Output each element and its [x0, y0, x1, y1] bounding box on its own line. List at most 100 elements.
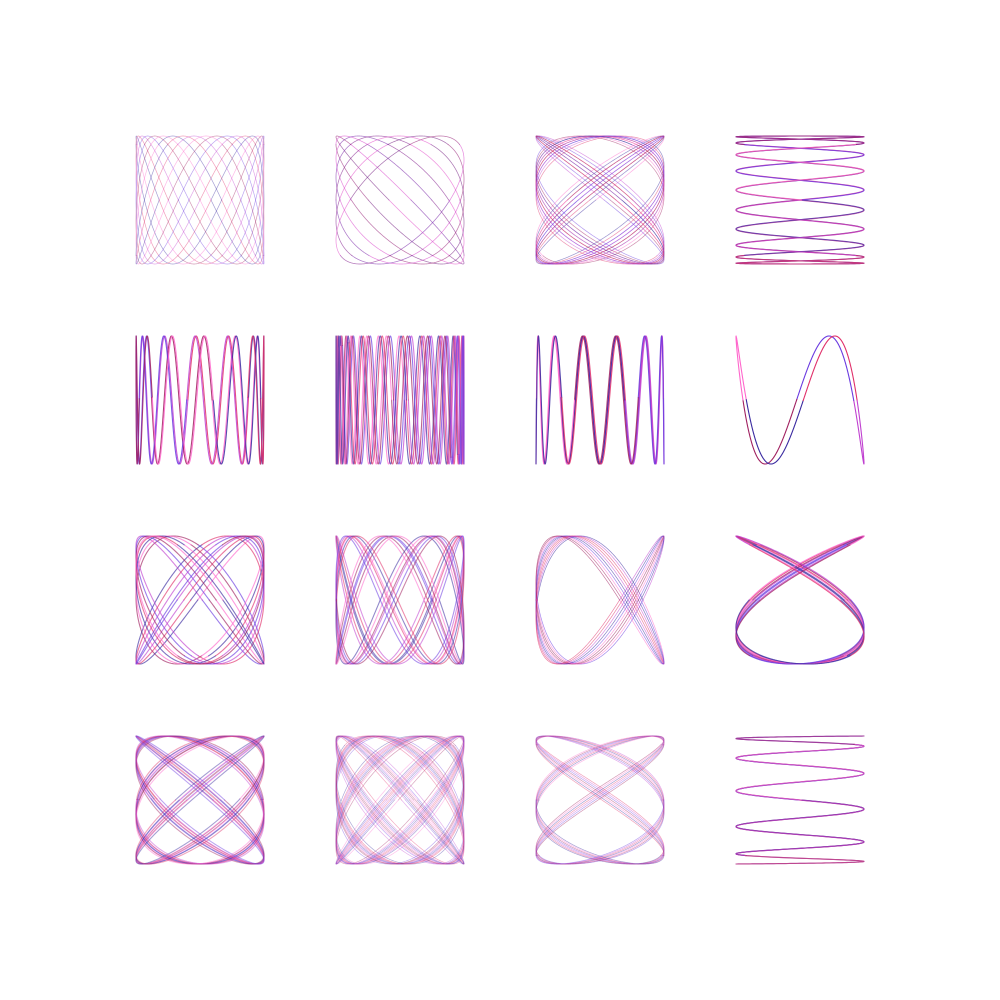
lissajous-curve-segment	[339, 135, 389, 145]
lissajous-curve-segment	[350, 199, 412, 256]
lissajous-curve-segment	[735, 799, 865, 856]
lissajous-curve-segment	[535, 744, 665, 856]
lissajous-curve-segment	[135, 735, 265, 865]
lissajous-curve-segment	[535, 535, 623, 601]
lissajous-curve-segment	[535, 744, 664, 856]
lissajous-curve-segment	[221, 144, 264, 256]
lissajous-curve-segment	[150, 335, 213, 465]
lissajous-tile	[735, 535, 865, 665]
lissajous-curve-segment	[335, 535, 465, 665]
lissajous-curve-segment	[409, 135, 461, 145]
lissajous-curve-segment	[135, 144, 168, 256]
lissajous-curve-segment	[336, 535, 465, 665]
lissajous-curve-segment	[335, 135, 368, 145]
lissajous-curve-segment	[536, 735, 665, 801]
lissajous-curve-segment	[735, 143, 865, 201]
lissajous-curve-segment	[535, 599, 629, 665]
lissajous-curve-segment	[135, 144, 152, 256]
lissajous-curve-segment	[135, 535, 203, 657]
lissajous-curve-segment	[448, 199, 465, 256]
lissajous-curve-segment	[248, 144, 265, 256]
lissajous-curve-segment	[432, 199, 465, 256]
lissajous-curve-segment	[335, 135, 352, 145]
lissajous-tile	[335, 535, 465, 665]
lissajous-curve-segment	[177, 135, 242, 201]
lissajous-curve-segment	[135, 735, 265, 865]
lissajous-curve-segment	[135, 735, 265, 865]
lissajous-curve-segment	[535, 735, 664, 801]
lissajous-curve-segment	[735, 599, 852, 665]
lissajous-curve-segment	[232, 144, 265, 256]
lissajous-curve-segment	[535, 144, 665, 265]
lissajous-curve-segment	[135, 144, 160, 256]
lissajous-curve-segment	[735, 144, 865, 201]
lissajous-curve-segment	[336, 535, 465, 665]
lissajous-curve-segment	[537, 735, 665, 801]
lissajous-curve-segment	[388, 199, 450, 256]
lissajous-curve-segment	[177, 535, 265, 665]
lissajous-curve-segment	[135, 735, 265, 865]
lissajous-tile	[335, 135, 465, 265]
lissajous-curve-segment	[536, 735, 665, 801]
lissajous-curve-segment	[735, 744, 865, 801]
lissajous-curve-segment	[735, 799, 865, 857]
lissajous-curve-segment	[339, 199, 390, 256]
lissajous-curve-segment	[339, 144, 390, 201]
lissajous-curve-segment	[535, 144, 665, 265]
lissajous-curve-segment	[535, 799, 665, 865]
lissajous-curve-segment	[335, 735, 465, 865]
lissajous-curve-segment	[748, 535, 865, 601]
lissajous-curve-segment	[735, 743, 865, 801]
lissajous-curve-segment	[335, 735, 465, 865]
lissajous-curve-segment	[735, 735, 865, 746]
lissajous-curve-segment	[409, 144, 461, 201]
lissajous-curve-segment	[389, 255, 450, 265]
lissajous-curve-segment	[339, 144, 389, 201]
lissajous-curve-segment	[449, 144, 465, 201]
lissajous-curve-segment	[535, 744, 663, 856]
lissajous-curve-segment	[135, 144, 159, 256]
lissajous-curve-segment	[450, 335, 465, 465]
lissajous-curve-segment	[535, 335, 563, 465]
lissajous-curve-segment	[535, 144, 665, 265]
lissajous-curve-segment	[158, 199, 223, 265]
lissajous-curve-segment	[535, 135, 665, 257]
lissajous-curve-segment	[135, 735, 265, 865]
lissajous-curve-segment	[158, 135, 223, 201]
lissajous-curve-segment	[335, 735, 465, 865]
lissajous-curve-segment	[350, 199, 413, 256]
lissajous-curve-segment	[335, 735, 465, 865]
lissajous-curve-segment	[735, 143, 865, 201]
lissajous-curve-segment	[335, 535, 465, 665]
lissajous-curve-segment	[135, 735, 265, 865]
lissajous-curve-segment	[536, 599, 642, 665]
lissajous-curve-segment	[335, 735, 465, 865]
lissajous-curve-segment	[535, 744, 662, 856]
lissajous-curve-segment	[535, 735, 665, 801]
lissajous-curve-segment	[339, 144, 388, 201]
lissajous-curve-segment	[535, 135, 665, 257]
lissajous-curve-segment	[135, 144, 152, 256]
lissajous-curve-segment	[536, 535, 642, 601]
lissajous-curve-segment	[535, 735, 662, 801]
lissajous-curve-segment	[335, 735, 465, 865]
lissajous-curve-segment	[139, 199, 190, 265]
lissajous-curve-segment	[535, 135, 665, 257]
lissajous-curve-segment	[535, 599, 637, 665]
lissajous-curve-segment	[240, 135, 265, 201]
lissajous-curve-segment	[430, 144, 465, 201]
lissajous-curve-segment	[176, 535, 265, 657]
lissajous-curve-segment	[538, 799, 665, 865]
lissajous-curve-segment	[135, 535, 210, 657]
lissajous-curve-segment	[368, 255, 434, 265]
lissajous-curve-segment	[335, 735, 465, 865]
lissajous-curve-segment	[388, 144, 450, 201]
lissajous-curve-segment	[212, 335, 262, 465]
lissajous-curve-segment	[735, 799, 865, 857]
lissajous-curve-segment	[135, 144, 145, 256]
lissajous-curve-segment	[335, 144, 352, 201]
lissajous-curve-segment	[138, 335, 188, 465]
lissajous-curve-segment	[335, 535, 465, 665]
lissajous-curve-segment	[751, 535, 865, 601]
lissajous-curve-segment	[624, 335, 665, 465]
